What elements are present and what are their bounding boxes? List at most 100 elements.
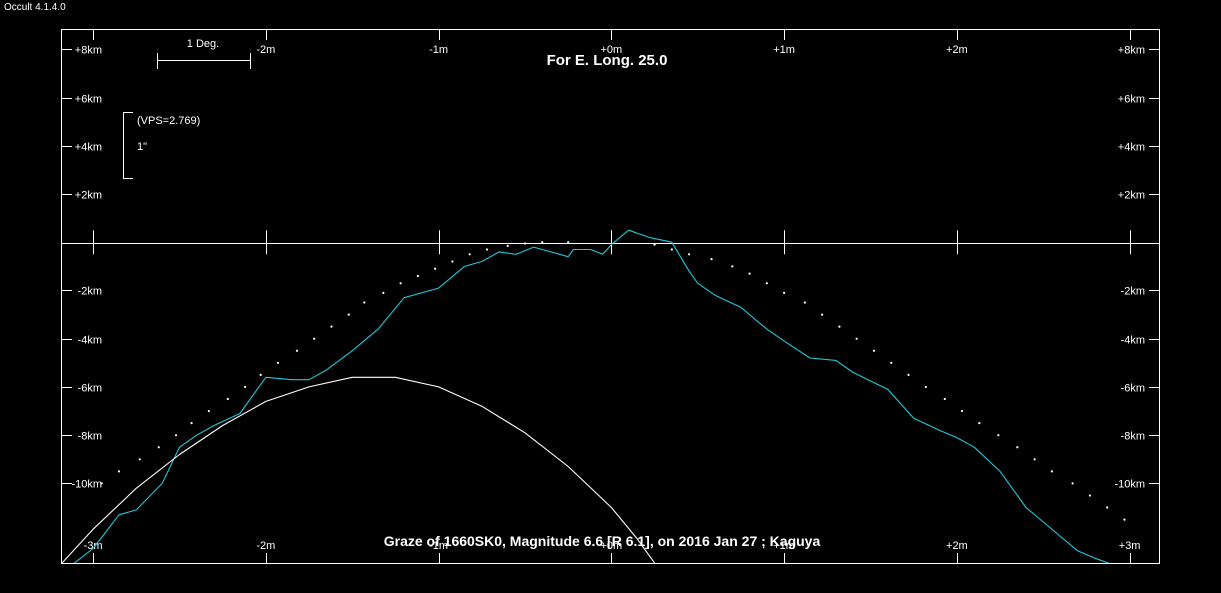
limb-point [399,282,402,285]
limb-point [924,385,927,389]
y-tick-label-right: +6km [1118,94,1145,106]
y-tick-label-right: +8km [1118,45,1145,57]
limb-point [313,337,316,340]
limb-point [259,373,262,376]
limb-point [670,248,673,251]
limb-point [960,409,964,413]
y-tick-label-right: -8km [1121,431,1145,443]
limb-point [541,241,544,244]
limb-point [207,409,210,413]
limb-point [506,244,509,247]
limb-point [567,241,570,244]
limb-point [978,422,981,425]
limb-point [100,482,103,485]
y-tick-label-left: -10km [71,479,102,491]
scale-bar: 1 Deg. [157,38,251,69]
y-tick-label-left: +8km [75,45,102,57]
limb-point [1050,470,1053,473]
limb-point [1088,494,1091,497]
vertical-scale: (VPS=2.769) 1" [123,112,200,179]
x-tick-label-bottom: +2m [946,540,968,552]
y-tick-label-left: -8km [78,431,102,443]
limb-point [451,260,454,263]
limb-point [157,446,160,449]
y-tick-label-right: +4km [1118,142,1145,154]
limb-point [174,434,178,437]
limb-point [416,274,419,278]
scale-bar-label: 1 Deg. [187,38,219,50]
limb-point [710,258,713,261]
x-tick-label-bottom: +1m [773,540,795,552]
axis-ticks [62,30,1159,563]
limb-point [872,349,876,352]
y-tick-label-right: -2km [1121,286,1145,298]
limb-point [347,313,350,316]
limb-point [765,282,768,285]
x-tick-label-bottom: +0m [601,540,623,552]
vps-label: (VPS=2.769) [137,115,200,127]
limb-point [523,242,527,245]
x-tick-label-top: +2m [946,44,968,56]
limb-point [731,265,734,268]
arcsec-label: 1" [137,141,147,153]
limb-point [468,253,471,256]
limb-point [748,272,751,275]
y-tick-label-left: -2km [78,286,102,298]
limb-point [943,397,946,401]
limb-point [1106,506,1109,509]
x-tick-label-bottom: -1m [429,540,448,552]
y-tick-label-left: -6km [78,383,102,395]
plot-frame [61,29,1160,564]
limb-point [1071,482,1074,485]
y-tick-label-right: +2km [1118,190,1145,202]
limb-point [330,325,333,328]
x-tick-label-top: -2m [256,44,275,56]
limb-point [997,434,1000,437]
series-group [62,229,1126,563]
limb-point [138,458,141,461]
limb-point [821,313,824,316]
limb-point [855,337,858,340]
axis-labels: -2m -1m +0m +1m +2m -3m -2m -1m +0m +1m +2m +3m +8km… [71,44,1145,552]
limb-point [226,397,229,401]
limb-point [688,253,691,256]
limb-point [276,361,280,364]
y-tick-label-right: -10km [1114,479,1145,491]
limb-point [838,325,841,328]
app-title: Occult 4.1.4.0 [4,2,66,13]
limb-point [1033,458,1036,461]
chart-title: For E. Long. 25.0 [547,52,668,69]
limb-point [1123,518,1126,521]
limb-point [244,385,247,389]
limb-point [434,267,437,270]
y-tick-label-left: +6km [75,94,102,106]
path-curve-line [62,376,656,563]
y-tick-label-right: -6km [1121,383,1145,395]
y-tick-label-left: +4km [75,142,102,154]
x-tick-label-bottom: -3m [84,540,103,552]
x-tick-label-bottom: +3m [1119,540,1141,552]
x-tick-label-top: +0m [601,44,623,56]
limb-point [295,349,299,352]
lunar-profile-line [73,229,1110,563]
limb-point [117,470,121,473]
limb-point [1016,446,1019,449]
x-tick-label-top: -1m [429,44,448,56]
y-tick-label-right: -4km [1121,335,1145,347]
limb-point [190,422,193,425]
x-tick-label-bottom: -2m [256,540,275,552]
y-tick-label-left: +2km [75,190,102,202]
limb-point [783,291,786,294]
y-tick-label-left: -4km [78,335,102,347]
limb-point [907,373,910,376]
limb-point [653,243,656,246]
limb-point [890,361,893,364]
limb-point [363,301,366,304]
chart-subtitle: Graze of 1660SK0, Magnitude 6.6 [R 6.1],… [384,533,821,549]
limb-point [803,301,806,304]
limb-point [382,291,385,294]
vertical-scale-bracket [123,112,133,179]
limb-point [485,248,489,251]
x-tick-label-top: +1m [773,44,795,56]
